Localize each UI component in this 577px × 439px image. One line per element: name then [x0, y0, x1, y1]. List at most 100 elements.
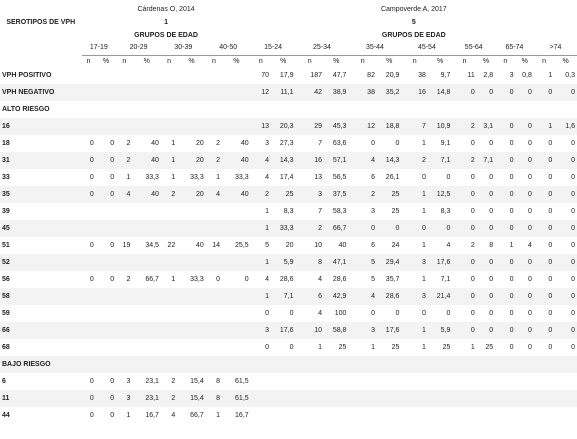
cell: 3: [295, 186, 324, 203]
cell: 4: [205, 186, 223, 203]
cell: 0: [452, 288, 477, 305]
cell: 15,4: [177, 390, 206, 407]
cell: 0: [476, 186, 496, 203]
cell: 0: [571, 208, 575, 215]
cell: [554, 390, 577, 407]
cell: 0: [495, 220, 516, 237]
cell: 100: [334, 310, 347, 317]
cell: 1: [422, 344, 426, 351]
cell: 0: [533, 322, 555, 339]
cell: 28,6: [332, 276, 347, 283]
cell: 35,7: [385, 276, 400, 283]
cell: [0, 55, 82, 67]
cell: [324, 390, 349, 407]
cell: 38,9: [324, 84, 349, 101]
cell: [116, 305, 132, 322]
cell: [427, 390, 453, 407]
study-count: 1: [164, 18, 169, 26]
cell: 0: [452, 186, 477, 203]
cell: 0: [571, 174, 575, 181]
cell: 0: [489, 208, 494, 215]
cell: [222, 118, 251, 135]
cell: 0: [395, 140, 400, 147]
row-label: 51: [2, 242, 10, 249]
cell: 0: [509, 344, 514, 351]
cell: 0: [515, 84, 534, 101]
cell: 66,7: [190, 412, 204, 419]
cell: [177, 322, 206, 339]
row-label: 52: [0, 254, 82, 271]
age-group: 35-44: [348, 41, 402, 56]
table-row: Cárdenas O, 2014 Campoverde A, 2017: [0, 3, 577, 15]
cell: 14: [212, 242, 221, 249]
cell: 0: [548, 310, 553, 317]
cell: 0: [89, 242, 94, 249]
cell: [132, 288, 161, 305]
cell: 4: [250, 152, 272, 169]
cell: [452, 373, 476, 390]
age-group: 20-29: [116, 41, 161, 56]
cell: [82, 67, 96, 84]
col-pct: %: [333, 57, 340, 65]
cell: 0: [527, 174, 532, 181]
row-label: 44: [2, 412, 10, 419]
col-pct: %: [386, 57, 393, 65]
cell: 20: [195, 140, 204, 147]
cell: [177, 118, 206, 135]
cell: 58,8: [324, 322, 349, 339]
cell: 2: [126, 276, 131, 283]
cell: 2,8: [483, 72, 494, 79]
cell: 25: [485, 344, 494, 351]
cell: 0: [452, 84, 477, 101]
row-label: 31: [0, 152, 82, 169]
cell: 1: [216, 174, 221, 181]
cell: 1: [126, 174, 131, 181]
cell: 0: [554, 254, 577, 271]
cell: 0: [476, 84, 496, 101]
cell: 47,1: [324, 254, 349, 271]
cell: 40: [222, 186, 251, 203]
cell: [324, 373, 348, 390]
cell: 0: [95, 152, 117, 169]
cell: 0: [533, 220, 555, 237]
cell: 1: [250, 220, 272, 237]
cell: [495, 407, 515, 424]
cell: [222, 339, 251, 356]
table-row: 33 0 0 1 33,3 1 33,3 1 33,3 4 17,4 13 56,5 6 26,1 0 0 0 0 0…: [0, 169, 577, 186]
cell: [348, 407, 377, 424]
cell: 20: [177, 152, 206, 169]
cell: 4: [171, 412, 176, 419]
cell: 0: [470, 208, 475, 215]
col-n: n: [412, 57, 417, 65]
cell: [132, 305, 161, 322]
cell: [554, 407, 577, 424]
cell: 14,8: [427, 84, 453, 101]
cell: [376, 390, 402, 407]
cell: 11: [467, 72, 475, 79]
cell: [401, 390, 428, 407]
cell: 0: [110, 140, 115, 147]
cell: [206, 339, 222, 356]
cell: 63,6: [332, 140, 347, 147]
cell: 0: [495, 84, 516, 101]
cell: 23,1: [145, 378, 159, 385]
cell: 33,3: [235, 174, 249, 181]
cell: 2: [160, 186, 178, 203]
row-label: VPH POSITIVO: [2, 72, 52, 79]
cell: 0: [216, 276, 221, 283]
cell: 23,1: [132, 390, 161, 407]
cell: 0: [527, 140, 532, 147]
cell: [205, 220, 223, 237]
table-row: 31 0 0 2 40 1 20 2 40 4 14,3 16 57,1 4 14,3 2 7,1 2 7,1 0 0 0…: [0, 152, 577, 169]
cell: 0: [265, 310, 270, 317]
cell: 70: [261, 72, 270, 79]
cell: [516, 407, 534, 424]
cell: [177, 305, 206, 322]
table-row: VPH POSITIVO 70 17,9 187 47,7 82 20,9 38 9,7 11 2,…: [0, 67, 577, 84]
cell: 0,3: [565, 72, 575, 79]
cell: [401, 373, 427, 390]
cell: 37,5: [324, 186, 349, 203]
cell: [132, 339, 161, 356]
cell: 0: [89, 378, 94, 385]
cell: 0: [571, 276, 575, 283]
